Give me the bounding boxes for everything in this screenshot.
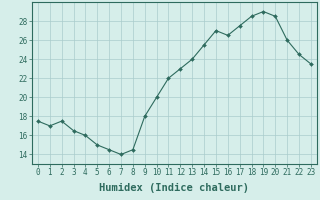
X-axis label: Humidex (Indice chaleur): Humidex (Indice chaleur) [100,183,249,193]
